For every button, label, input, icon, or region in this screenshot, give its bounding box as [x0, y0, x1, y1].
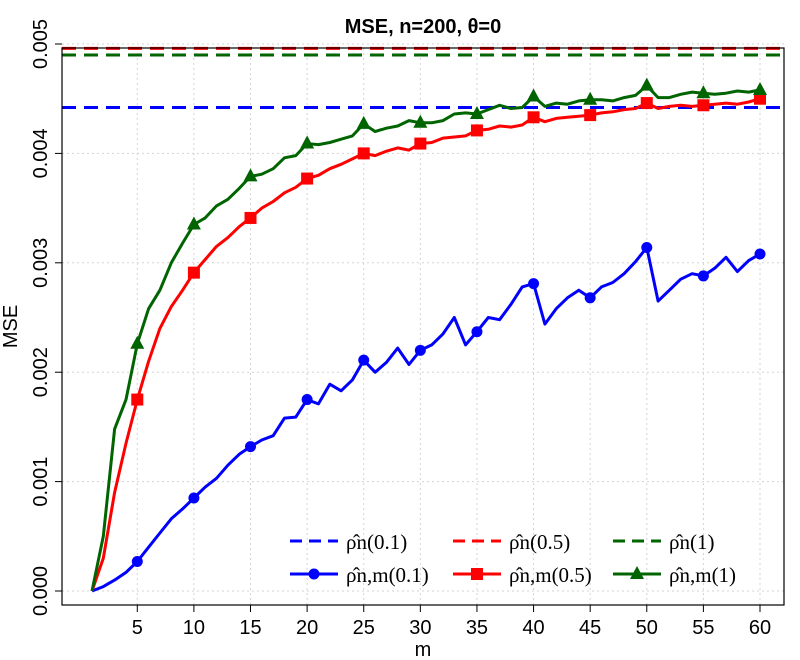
legend-label: ρ̂n,m(1)	[669, 563, 736, 587]
series-line	[91, 246, 761, 593]
x-tick-label: 55	[692, 617, 714, 639]
data-point-triangle	[356, 115, 371, 129]
series-group	[90, 77, 767, 593]
x-tick-label: 30	[409, 617, 431, 639]
data-point-square	[527, 111, 540, 124]
y-tick-label: 0.005	[30, 19, 52, 69]
series	[91, 241, 766, 593]
x-tick-label: 5	[132, 617, 143, 639]
data-point-triangle	[130, 335, 145, 349]
data-point-circle	[528, 278, 540, 290]
data-point-circle	[358, 354, 370, 366]
data-point-square	[471, 568, 483, 580]
legend-label: ρ̂n,m(0.5)	[509, 563, 592, 587]
data-point-circle	[754, 248, 766, 260]
data-point-circle	[584, 292, 596, 304]
chart-title: MSE, n=200, θ=0	[345, 16, 501, 38]
x-tick-label: 20	[296, 617, 318, 639]
legend-label: ρ̂n(0.5)	[509, 530, 570, 554]
y-tick-label: 0.000	[30, 566, 52, 616]
data-point-square	[640, 97, 653, 110]
legend-label: ρ̂n(1)	[669, 530, 714, 554]
data-point-circle	[188, 492, 200, 504]
legend-label: ρ̂n(0.1)	[346, 530, 407, 554]
y-tick-label: 0.001	[30, 457, 52, 507]
data-point-square	[584, 109, 597, 122]
data-point-square	[301, 172, 314, 185]
data-point-triangle	[243, 168, 258, 182]
data-point-square	[357, 147, 370, 160]
x-tick-label: 45	[579, 617, 601, 639]
series	[90, 77, 767, 592]
data-point-square	[470, 124, 483, 137]
data-point-square	[754, 92, 766, 105]
data-point-circle	[245, 441, 257, 453]
y-axis: 0.000 0.001 0.002 0.003 0.004 0.005	[30, 19, 62, 616]
data-point-circle	[308, 568, 320, 580]
data-point-triangle	[300, 135, 315, 149]
plot-frame	[61, 47, 785, 606]
data-point-circle	[641, 241, 653, 253]
x-tick-label: 40	[522, 617, 544, 639]
x-tick-label: 60	[749, 617, 771, 639]
data-point-triangle	[696, 85, 711, 99]
data-point-triangle	[753, 81, 767, 95]
grid-lines	[62, 43, 784, 605]
y-tick-label: 0.003	[30, 238, 52, 288]
data-point-circle	[131, 555, 143, 567]
data-point-circle	[301, 394, 313, 406]
data-point-triangle	[186, 216, 201, 230]
legend-label: ρ̂n,m(0.1)	[346, 563, 429, 587]
data-point-triangle	[639, 77, 654, 91]
data-point-square	[187, 266, 200, 279]
x-tick-label: 15	[239, 617, 261, 639]
x-tick-label: 50	[636, 617, 658, 639]
data-point-circle	[471, 326, 483, 338]
data-point-square	[697, 99, 710, 112]
data-point-triangle	[630, 566, 644, 579]
data-point-triangle	[413, 114, 428, 128]
data-point-triangle	[583, 91, 598, 105]
data-point-triangle	[469, 106, 484, 120]
y-tick-label: 0.004	[30, 128, 52, 178]
data-point-square	[131, 393, 144, 406]
series	[90, 92, 766, 592]
y-tick-label: 0.002	[30, 347, 52, 397]
data-point-circle	[414, 344, 426, 356]
x-axis-label: m	[415, 639, 432, 660]
x-tick-label: 35	[466, 617, 488, 639]
y-axis-label: MSE	[0, 305, 22, 348]
data-point-circle	[697, 270, 709, 282]
data-point-triangle	[526, 88, 541, 102]
legend: ρ̂n(0.1) ρ̂n(0.5) ρ̂n(1) ρ̂n,m(0.1) ρ̂n,m(0.…	[290, 530, 736, 587]
x-axis: 5 10 15 20 25 30 35 40 45 50 55 60	[132, 605, 771, 639]
data-point-square	[414, 137, 427, 150]
data-point-square	[244, 211, 257, 224]
x-tick-label: 25	[353, 617, 375, 639]
x-tick-label: 10	[183, 617, 205, 639]
